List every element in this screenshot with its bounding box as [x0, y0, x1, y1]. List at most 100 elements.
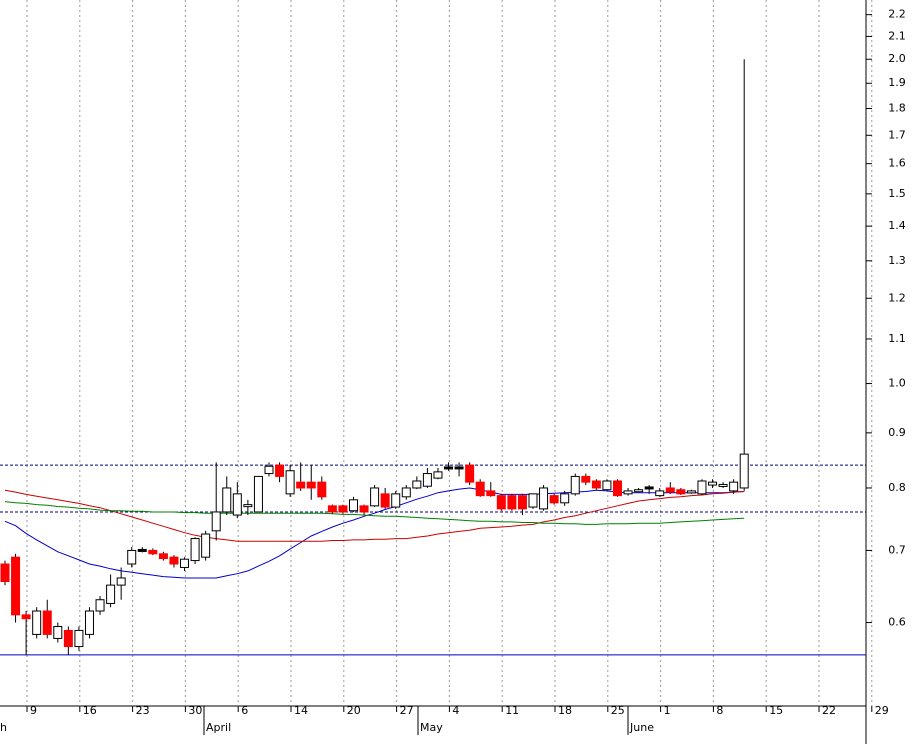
y-tick-label: 1.5	[888, 187, 906, 200]
candle-body	[634, 489, 644, 493]
candle-body	[137, 548, 147, 552]
x-tick-label: 14	[294, 704, 308, 717]
candle-body	[602, 480, 612, 491]
candle-body	[686, 490, 696, 494]
candle-body	[581, 475, 591, 483]
month-label: June	[629, 721, 654, 734]
x-tick-label: 9	[30, 704, 37, 717]
candle-body	[348, 499, 358, 512]
candle-body	[127, 549, 137, 565]
candle-body	[465, 464, 475, 483]
candle-body	[21, 614, 31, 620]
candle-body	[475, 481, 485, 497]
candle-body	[327, 505, 337, 513]
y-tick-label: 2.2	[888, 8, 906, 21]
candle-body	[74, 629, 84, 648]
candle-body	[486, 490, 496, 497]
candle-body	[264, 465, 274, 475]
candle-body	[158, 553, 168, 560]
y-tick-label: 1.8	[888, 102, 906, 115]
candle-body	[412, 480, 422, 489]
x-tick-label: 8	[716, 704, 723, 717]
y-tick-label: 1.1	[888, 332, 906, 345]
candle-body	[285, 470, 295, 495]
y-tick-label: 1.0	[888, 377, 906, 390]
y-tick-label: 1.9	[888, 76, 906, 89]
y-tick-label: 1.3	[888, 254, 906, 267]
candle-body	[338, 505, 348, 513]
candle-body	[116, 577, 126, 586]
x-tick-label: 4	[452, 704, 459, 717]
candle-body	[243, 504, 253, 508]
x-tick-label: 16	[83, 704, 97, 717]
y-tick-label: 0.9	[888, 426, 906, 439]
candle-body	[517, 495, 527, 510]
x-tick-label: 23	[136, 704, 150, 717]
candle-body	[507, 495, 517, 510]
candle-body	[32, 610, 42, 635]
candle-body	[253, 475, 263, 513]
y-tick-label: 1.2	[888, 291, 906, 304]
x-tick-label: 11	[505, 704, 519, 717]
y-tick-label: 1.7	[888, 128, 906, 141]
month-label: ch	[0, 721, 7, 734]
candle-body	[169, 556, 179, 565]
y-tick-label: 1.4	[888, 219, 906, 232]
candle-body	[106, 584, 116, 604]
candle-body	[401, 487, 411, 498]
candle-body	[275, 464, 285, 477]
candle-body	[433, 471, 443, 479]
candle-body	[591, 480, 601, 489]
candle-body	[444, 466, 454, 470]
y-tick-label: 2.1	[888, 29, 906, 42]
candle-body	[676, 489, 686, 495]
candle-body	[739, 453, 749, 489]
candle-body	[570, 475, 580, 495]
x-tick-label: 20	[347, 704, 361, 717]
month-label: April	[206, 721, 231, 734]
candle-body	[391, 493, 401, 508]
candle-body	[539, 487, 549, 510]
x-tick-label: 22	[822, 704, 836, 717]
candle-body	[697, 480, 707, 495]
candle-body	[63, 629, 73, 648]
x-tick-label: 27	[400, 704, 414, 717]
x-tick-label: 25	[611, 704, 625, 717]
candle-body	[211, 511, 221, 532]
y-tick-label: 0.6	[888, 616, 906, 629]
candle-body	[644, 486, 654, 490]
candle-body	[95, 599, 105, 612]
candle-body	[370, 487, 380, 507]
x-tick-label: 6	[241, 704, 248, 717]
y-tick-label: 1.6	[888, 157, 906, 170]
candle-body	[655, 490, 665, 497]
candle-body	[84, 610, 94, 635]
candle-body	[528, 493, 538, 508]
x-tick-label: 29	[875, 704, 889, 717]
candle-body	[11, 556, 21, 616]
candle-body	[180, 558, 190, 568]
candle-body	[296, 481, 306, 489]
candle-body	[729, 481, 739, 492]
x-tick-label: 18	[558, 704, 572, 717]
candle-body	[665, 487, 675, 493]
y-tick-label: 0.8	[888, 481, 906, 494]
candle-body	[612, 480, 622, 497]
candle-body	[148, 549, 158, 555]
candle-body	[201, 533, 211, 558]
candle-body	[232, 493, 242, 516]
candle-body	[222, 487, 232, 513]
month-label: May	[420, 721, 443, 734]
candle-body	[549, 495, 559, 504]
candle-body	[0, 563, 10, 583]
y-tick-label: 2.0	[888, 52, 906, 65]
candle-body	[454, 466, 464, 470]
candle-body	[190, 538, 200, 562]
candle-body	[42, 610, 52, 635]
x-tick-label: 15	[769, 704, 783, 717]
candle-body	[718, 483, 728, 487]
x-tick-label: 1	[664, 704, 671, 717]
